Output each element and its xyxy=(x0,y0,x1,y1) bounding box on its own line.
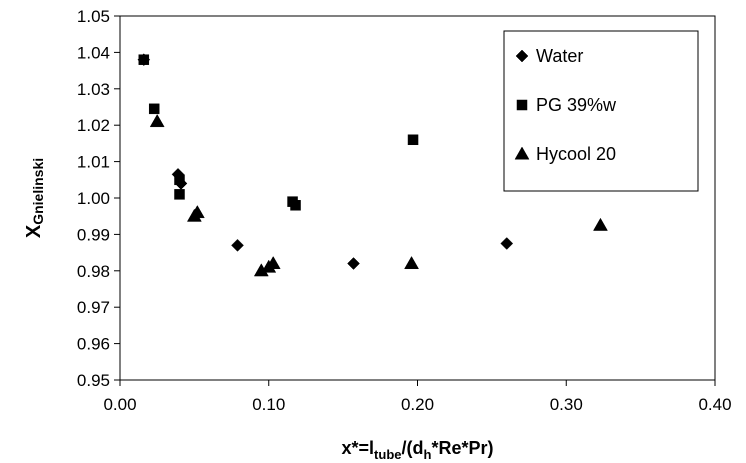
diamond-point xyxy=(347,257,360,270)
y-tick-label: 0.99 xyxy=(77,225,110,244)
triangle-point xyxy=(404,256,419,270)
x-axis-title-sub2: h xyxy=(424,447,432,462)
x-axis: 0.00 0.10 0.20 0.30 0.40 xyxy=(103,380,732,414)
x-tick-label: 0.40 xyxy=(698,395,731,414)
y-tick-label: 1.00 xyxy=(77,189,110,208)
x-axis-title-suffix: *Re*Pr) xyxy=(431,438,493,458)
x-axis-title-mid: /(d xyxy=(402,438,424,458)
diamond-point xyxy=(500,237,514,250)
y-axis-title-sub: Gnielinski xyxy=(30,158,46,225)
square-point xyxy=(290,200,301,211)
legend-box xyxy=(503,30,699,192)
y-axis: 0.95 0.96 0.97 0.98 0.99 1.00 1.01 1.02 1.03 1.04… xyxy=(77,7,120,390)
y-tick-label: 0.96 xyxy=(77,335,110,354)
square-point xyxy=(407,134,419,146)
square-point xyxy=(174,189,185,200)
data-markers xyxy=(137,53,608,277)
x-tick-label: 0.20 xyxy=(401,395,434,414)
y-tick-label: 1.04 xyxy=(77,43,110,62)
legend: Water PG 39%w Hycool 20 xyxy=(503,30,699,192)
x-axis-title-prefix: x*=l xyxy=(342,438,375,458)
diamond-point xyxy=(231,238,244,252)
y-tick-label: 1.02 xyxy=(77,116,110,135)
x-tick-label: 0.30 xyxy=(550,395,583,414)
y-axis-title: XGnielinski xyxy=(23,158,46,238)
x-axis-title: x*=ltube/(dh*Re*Pr) xyxy=(342,438,494,462)
legend-triangle-icon xyxy=(514,146,530,160)
legend-label: Water xyxy=(536,46,583,66)
y-tick-label: 1.01 xyxy=(77,153,110,172)
x-tick-label: 0.00 xyxy=(103,395,136,414)
legend-label: PG 39%w xyxy=(536,95,617,115)
legend-diamond-icon xyxy=(515,49,529,63)
y-tick-label: 0.95 xyxy=(77,371,110,390)
triangle-point xyxy=(189,205,205,219)
square-point xyxy=(174,174,185,186)
triangle-point xyxy=(149,114,165,128)
y-tick-label: 0.98 xyxy=(77,262,110,281)
y-tick-label: 1.05 xyxy=(77,7,110,26)
triangle-point xyxy=(593,217,608,231)
square-point xyxy=(148,103,160,115)
legend-square-icon xyxy=(516,99,528,111)
square-point xyxy=(138,54,150,65)
legend-label: Hycool 20 xyxy=(536,144,616,164)
y-tick-label: 1.03 xyxy=(77,80,110,99)
y-axis-title-main: X xyxy=(23,224,45,238)
triangle-point xyxy=(265,256,281,270)
x-axis-title-sub1: tube xyxy=(374,447,401,462)
x-tick-label: 0.10 xyxy=(252,395,285,414)
y-tick-label: 0.97 xyxy=(77,298,110,317)
